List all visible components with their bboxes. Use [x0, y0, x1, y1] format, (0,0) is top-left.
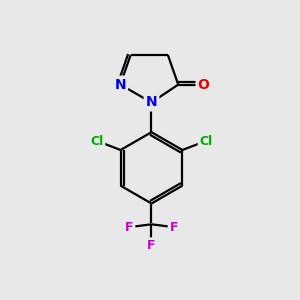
Text: Cl: Cl: [90, 135, 104, 148]
Text: N: N: [115, 78, 126, 92]
Text: F: F: [125, 221, 134, 234]
Text: O: O: [198, 78, 209, 92]
Text: N: N: [146, 95, 157, 110]
Text: Cl: Cl: [200, 135, 213, 148]
Text: F: F: [147, 239, 156, 252]
Text: F: F: [169, 221, 178, 234]
